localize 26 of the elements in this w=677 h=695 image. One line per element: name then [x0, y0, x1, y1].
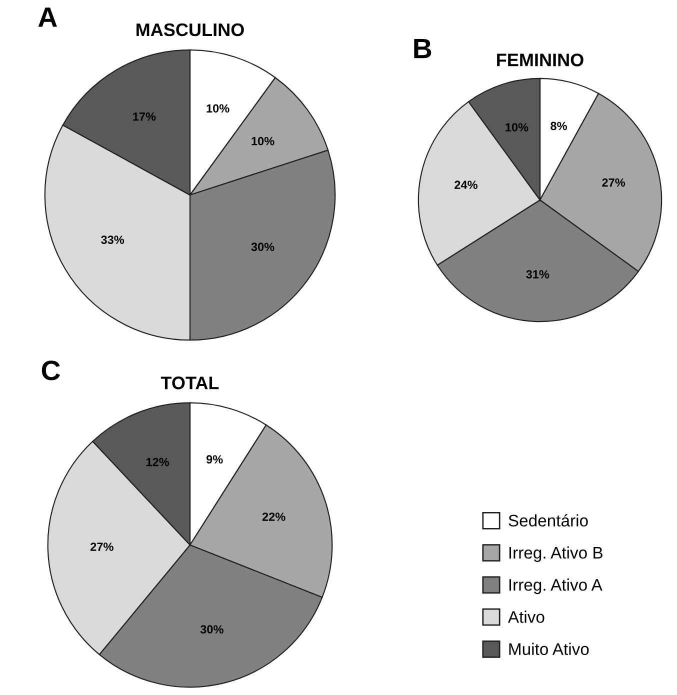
data-label: 8% [550, 122, 567, 130]
data-label: 30% [200, 625, 224, 634]
legend-label: Irreg. Ativo A [509, 578, 602, 594]
chart-title: FEMININO [497, 54, 584, 66]
data-label: 10% [206, 104, 230, 113]
data-label: 12% [146, 458, 170, 466]
data-label: 9% [206, 455, 223, 464]
data-label: 27% [90, 542, 114, 551]
chart-title: TOTAL [160, 376, 219, 390]
data-label: 10% [252, 136, 274, 146]
data-label: 22% [262, 512, 286, 521]
legend-label: Muito Ativo [509, 642, 589, 656]
data-label: 24% [454, 180, 478, 190]
legend-label: Irreg. Ativo B [509, 546, 602, 562]
data-label: 27% [602, 178, 626, 187]
legend-label: Sedentário [508, 514, 588, 527]
data-label: 31% [526, 270, 550, 279]
data-label: 17% [133, 112, 156, 121]
chart-title: MASCULINO [136, 23, 244, 36]
data-label: 33% [101, 236, 124, 244]
data-label: 30% [251, 242, 274, 252]
text: C [42, 360, 60, 380]
data-label: 10% [506, 123, 528, 132]
legend-label: Ativo [508, 610, 544, 623]
text: B [414, 38, 432, 58]
text: A [38, 8, 57, 27]
